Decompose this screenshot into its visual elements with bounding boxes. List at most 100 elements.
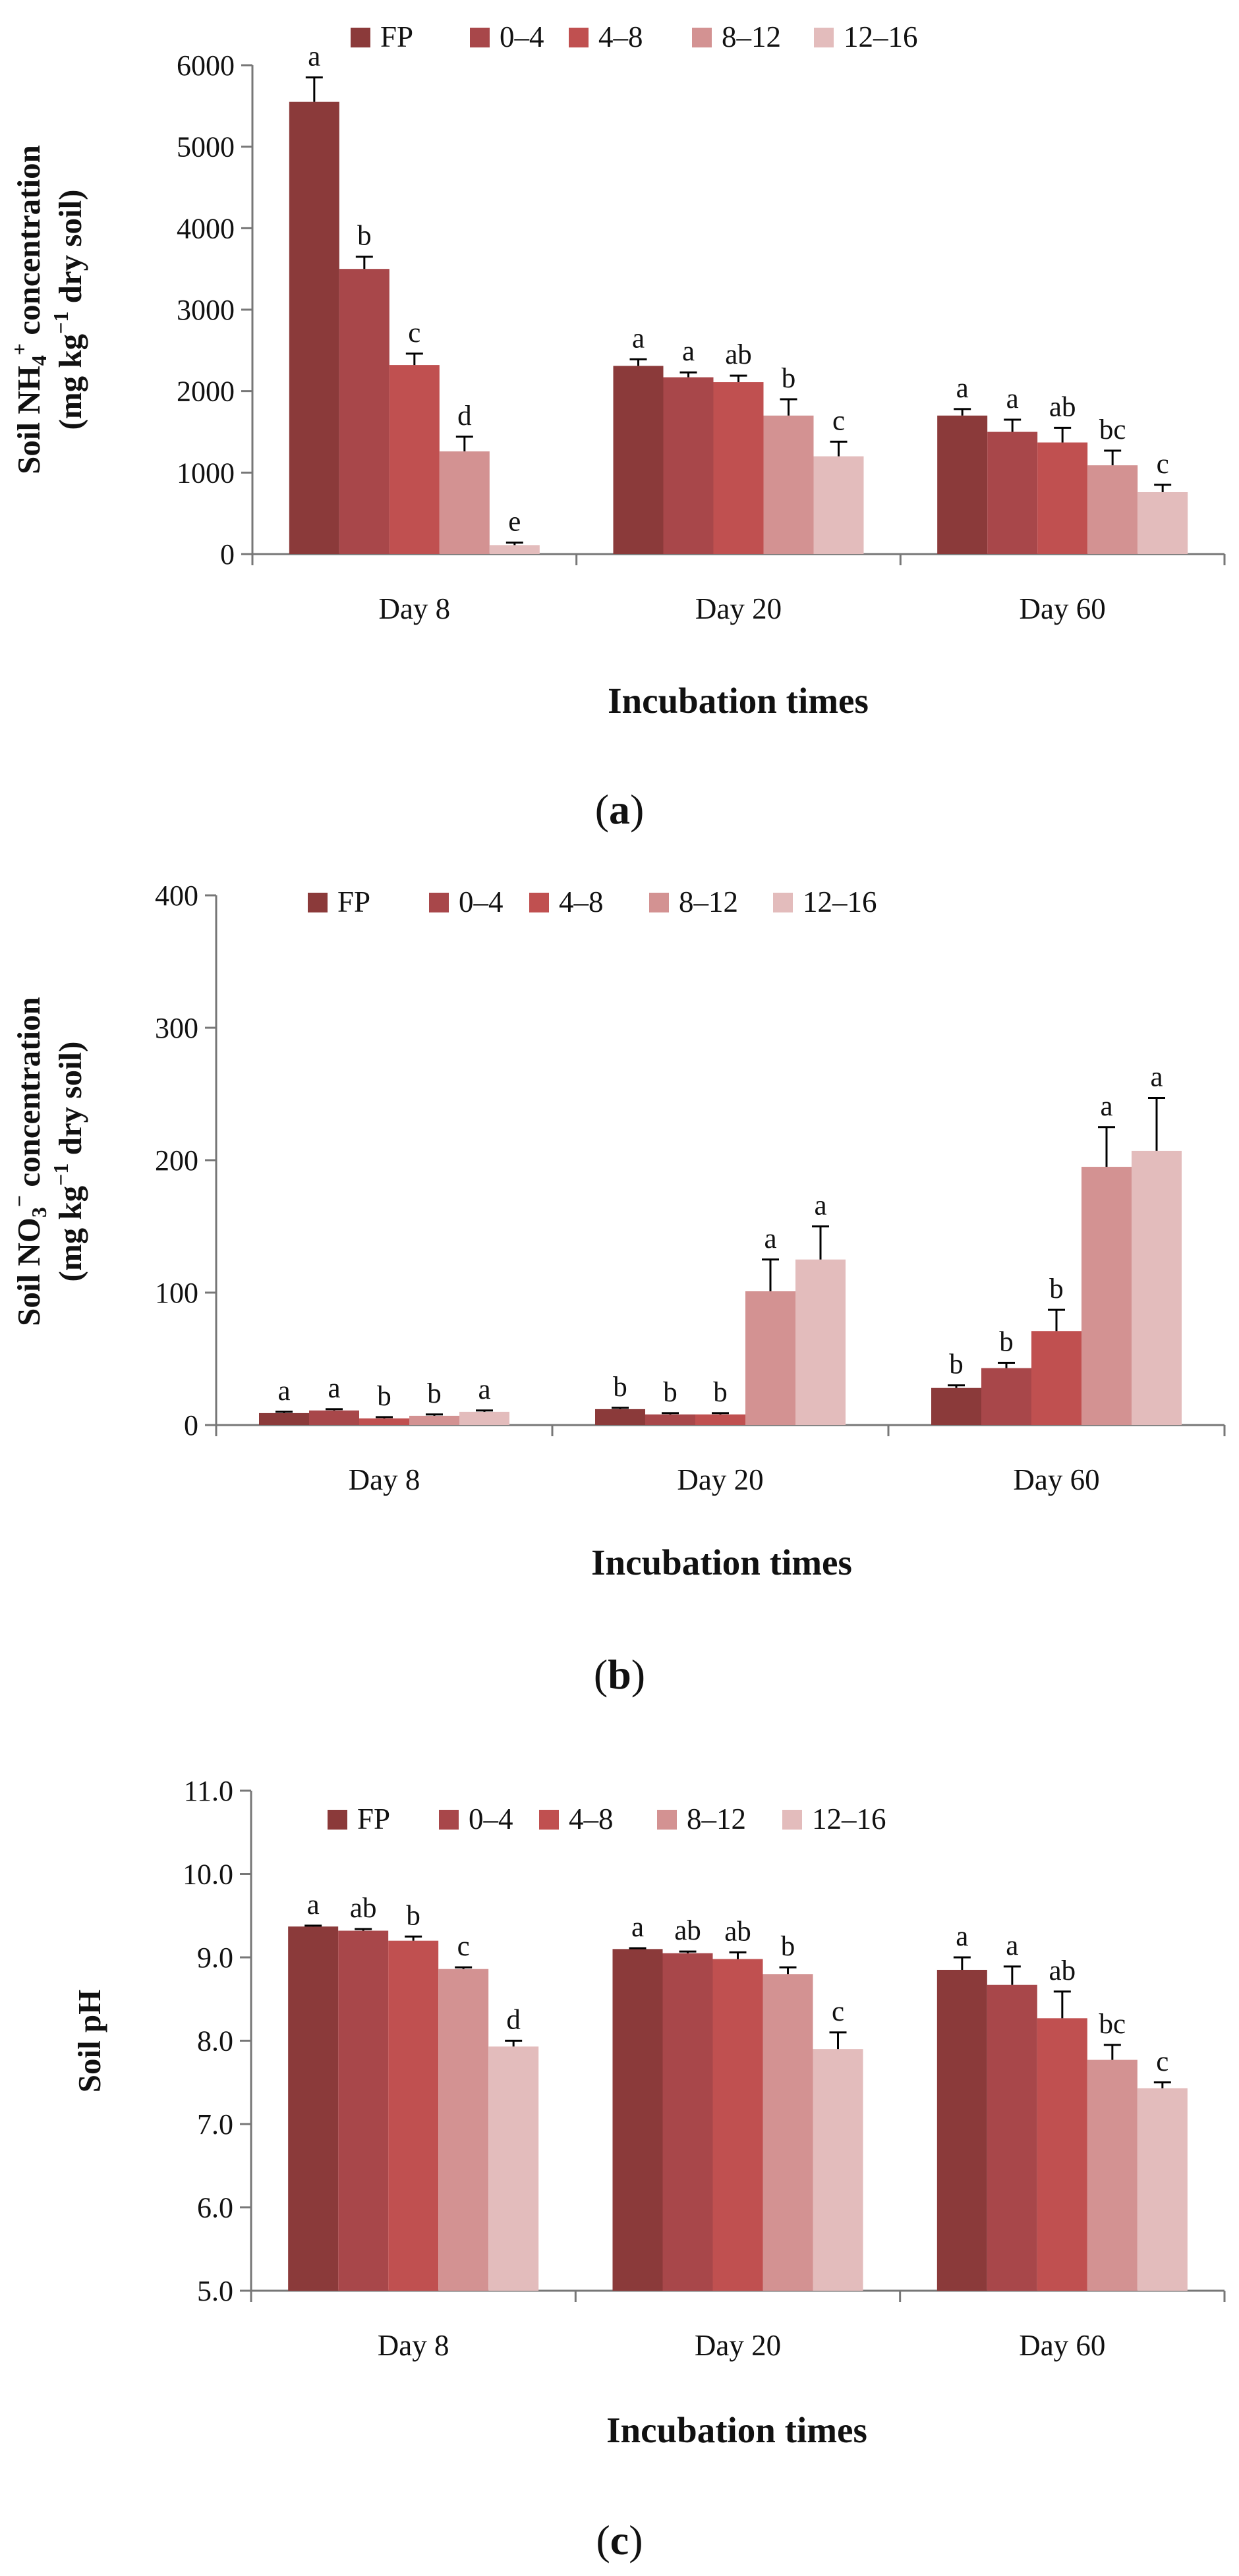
significance-letter: a: [956, 1921, 968, 1952]
legend-label: 0–4: [459, 885, 504, 918]
bar-FP-day-8: [259, 1413, 309, 1425]
bar-FP-day-60: [936, 1969, 987, 2291]
legend-label: 0–4: [500, 20, 544, 53]
significance-letter: b: [781, 1931, 795, 1962]
y-tick-label: 8.0: [197, 2025, 233, 2058]
significance-letter: b: [949, 1349, 964, 1380]
significance-letter: c: [832, 1996, 844, 2027]
bar-0–4-day-60: [987, 1984, 1037, 2291]
legend-swatch: [429, 893, 449, 912]
legend-swatch: [328, 1810, 347, 1830]
y-tick-label: 6.0: [197, 2192, 233, 2224]
bar-0–4-day-60: [981, 1368, 1031, 1425]
y-tick-label: 100: [155, 1277, 198, 1309]
bar-4–8-day-60: [1037, 2018, 1087, 2291]
category-label: Day 8: [378, 2329, 449, 2362]
category-label: Day 60: [1020, 592, 1106, 625]
bar-0–4-day-20: [663, 377, 714, 554]
y-tick-label: 2000: [177, 376, 235, 408]
y-axis-title-line1: Soil NH4+ concentration: [7, 145, 51, 474]
bar-12–16-day-20: [813, 456, 864, 554]
significance-letter: a: [307, 1890, 320, 1920]
panel-label: (b): [594, 1651, 645, 1698]
significance-letter: b: [713, 1377, 728, 1408]
significance-letter: a: [1006, 383, 1019, 414]
bar-4–8-day-8: [359, 1418, 409, 1425]
bar-FP-day-60: [937, 415, 988, 554]
bar-8–12-day-20: [763, 1974, 813, 2291]
significance-letter: a: [1006, 1930, 1018, 1961]
bar-4–8-day-8: [388, 1940, 439, 2291]
bar-4–8-day-20: [712, 1959, 763, 2291]
significance-letter: b: [613, 1372, 627, 1403]
legend-label: 4–8: [598, 20, 643, 53]
y-tick-label: 200: [155, 1144, 198, 1177]
y-tick-label: 5.0: [197, 2275, 233, 2307]
legend-label: 0–4: [469, 1803, 513, 1835]
bar-12–16-day-20: [795, 1259, 846, 1425]
significance-letter: ab: [724, 1916, 751, 1947]
bar-0–4-day-60: [987, 432, 1038, 554]
legend-label: FP: [337, 885, 370, 918]
bar-FP-day-20: [613, 366, 664, 554]
y-tick-label: 11.0: [184, 1775, 233, 1807]
bar-0–4-day-8: [339, 269, 389, 554]
bar-4–8-day-20: [713, 382, 764, 554]
bar-4–8-day-60: [1037, 442, 1088, 554]
legend-label: 12–16: [803, 885, 877, 918]
bar-12–16-day-60: [1132, 1150, 1182, 1425]
significance-letter: d: [457, 401, 472, 432]
significance-letter: a: [682, 336, 695, 367]
legend-label: 4–8: [559, 885, 604, 918]
y-tick-label: 4000: [177, 212, 235, 244]
bar-FP-day-8: [289, 101, 339, 554]
significance-letter: d: [506, 2005, 521, 2036]
x-axis-title: Incubation times: [608, 681, 869, 721]
bar-12–16-day-20: [813, 2049, 863, 2291]
legend-label: 12–16: [812, 1803, 886, 1835]
bar-8–12-day-8: [409, 1415, 459, 1425]
bar-8–12-day-60: [1081, 1167, 1132, 1425]
legend-swatch: [692, 28, 712, 47]
significance-letter: e: [508, 507, 521, 538]
bar-0–4-day-8: [309, 1410, 359, 1425]
significance-letter: c: [832, 405, 845, 436]
significance-letter: b: [357, 221, 372, 252]
significance-letter: a: [1100, 1091, 1112, 1122]
bar-8–12-day-20: [745, 1291, 795, 1425]
bar-4–8-day-60: [1031, 1331, 1081, 1425]
y-tick-label: 9.0: [197, 1942, 233, 1974]
y-tick-label: 3000: [177, 294, 235, 326]
bar-FP-day-60: [931, 1387, 981, 1425]
significance-letter: c: [408, 318, 420, 349]
legend-swatch: [351, 28, 370, 47]
y-axis-title-line2: (mg kg−1 dry soil): [49, 1042, 88, 1282]
significance-letter: a: [1150, 1062, 1163, 1093]
significance-letter: bc: [1099, 414, 1126, 445]
significance-letter: a: [308, 42, 320, 72]
y-tick-label: 300: [155, 1012, 198, 1044]
legend-label: FP: [380, 20, 413, 53]
significance-letter: bc: [1099, 2009, 1126, 2040]
y-tick-label: 0: [220, 538, 235, 571]
legend-swatch: [569, 28, 589, 47]
category-label: Day 60: [1013, 1463, 1099, 1496]
legend-swatch: [539, 1810, 559, 1830]
significance-letter: a: [277, 1376, 290, 1407]
bar-4–8-day-20: [695, 1414, 745, 1425]
y-tick-label: 0: [184, 1409, 198, 1442]
chart-panel-b: 0 100 200 300 400 a a b b a Day 8 b b b a a Day 20 b b b a a D…: [7, 880, 1226, 1698]
significance-letter: a: [764, 1223, 776, 1254]
significance-letter: b: [427, 1378, 442, 1409]
y-tick-label: 400: [155, 880, 198, 912]
significance-letter: ab: [350, 1893, 377, 1924]
significance-letter: a: [478, 1374, 490, 1405]
significance-letter: a: [632, 323, 645, 354]
y-tick-label: 6000: [177, 49, 235, 82]
significance-letter: ab: [674, 1915, 701, 1946]
y-tick-label: 5000: [177, 131, 235, 163]
bar-0–4-day-20: [645, 1414, 695, 1425]
bar-8–12-day-60: [1087, 465, 1138, 554]
